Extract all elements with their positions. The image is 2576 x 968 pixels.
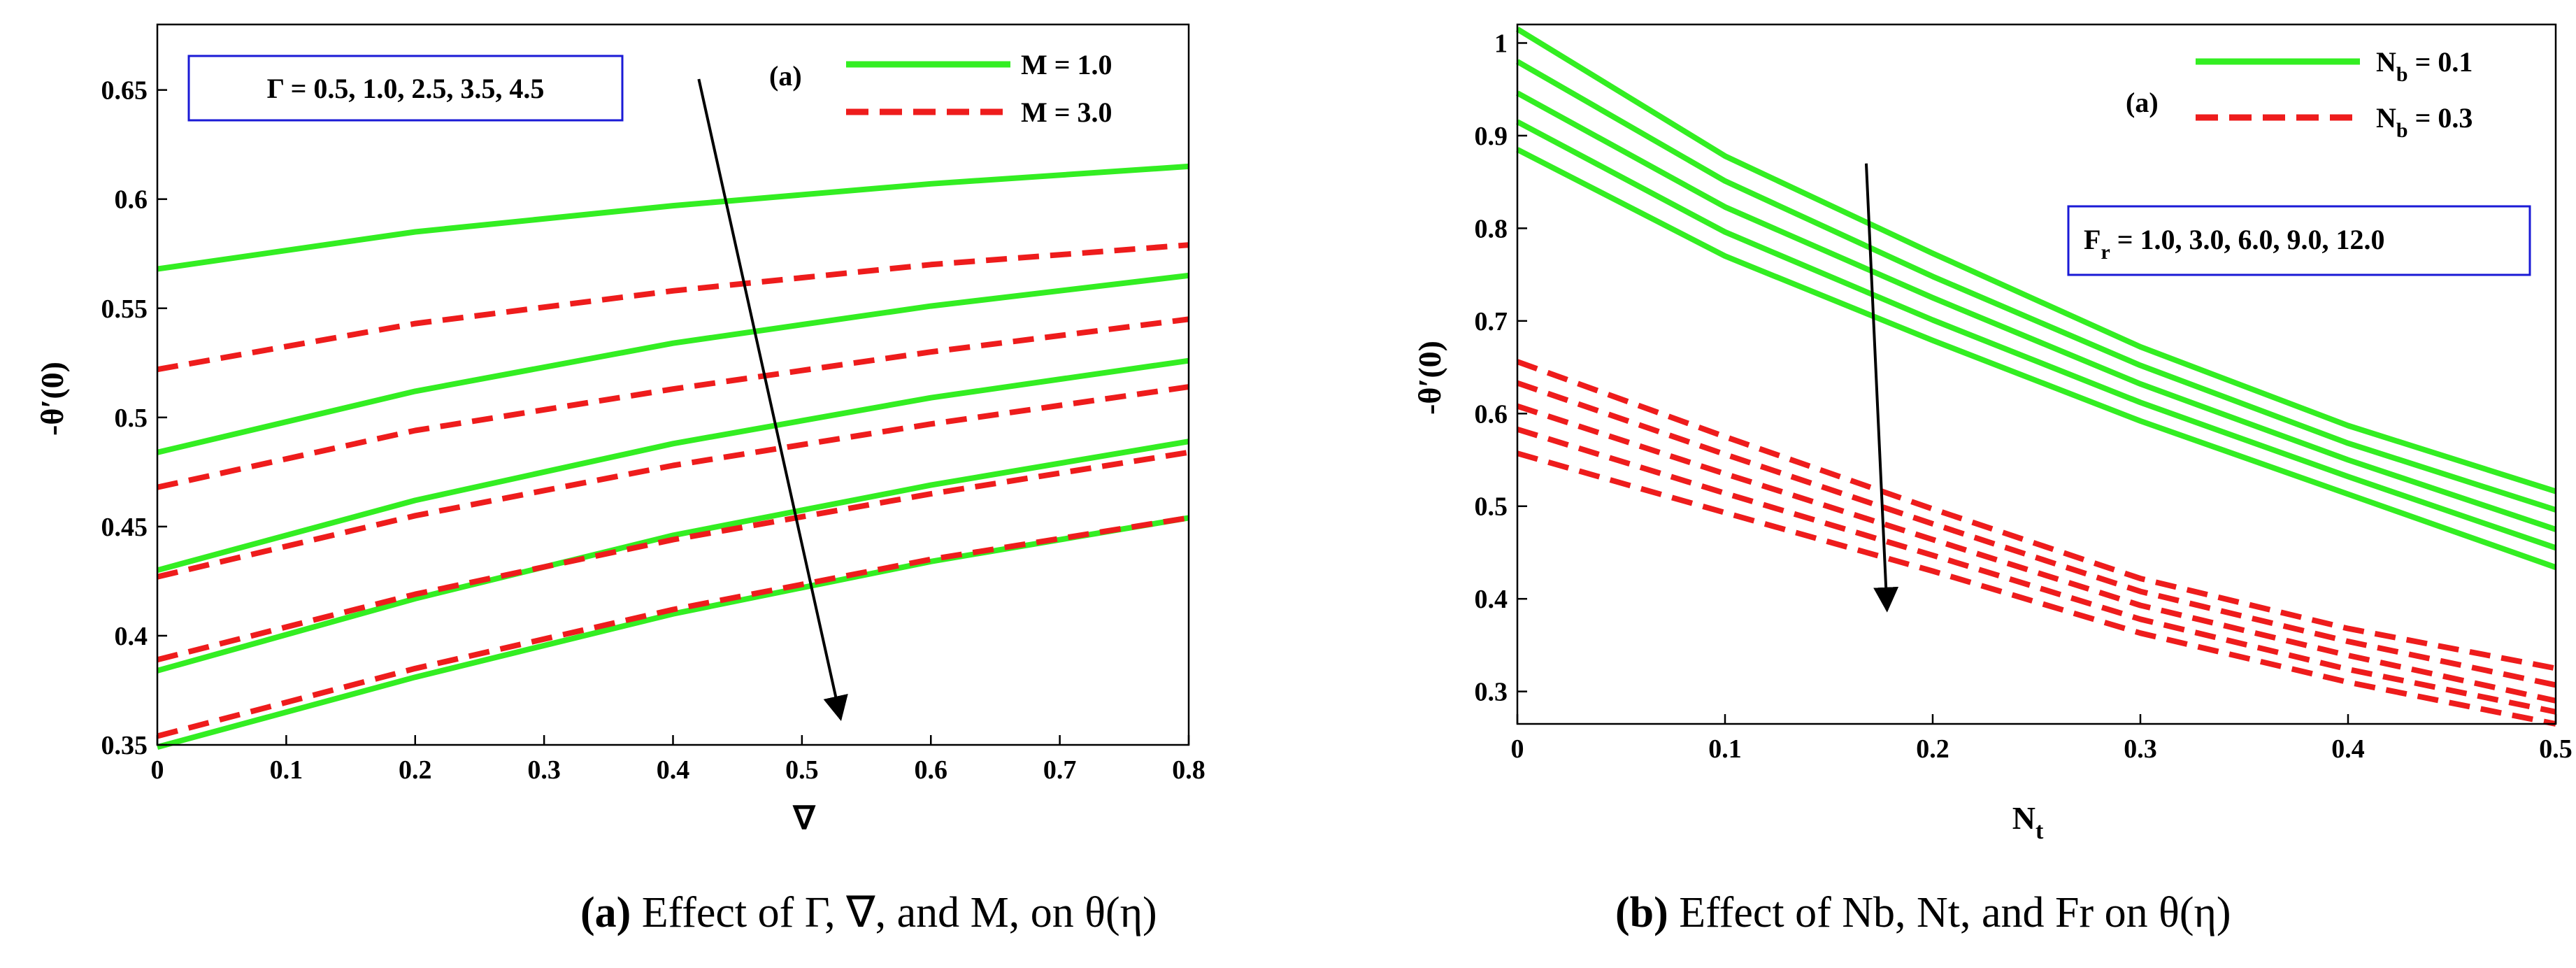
chart-a-series-line-5 [156, 515, 1189, 750]
chart-b-y-tick-label: 0.8 [1475, 214, 1508, 243]
chart-b-series-line-7 [1516, 380, 2556, 688]
chart-a-annotation-box [187, 55, 624, 122]
chart-a-y-tick-label: 0.5 [115, 404, 148, 433]
chart-a-x-tick-label: 0.3 [527, 755, 561, 785]
chart-b-x-tick-label: 0.1 [1708, 734, 1742, 764]
chart-b-x-tick-label: 0.3 [2124, 734, 2157, 764]
chart-b-caption: (b) Effect of Nb, Nt, and Fr on θ(η) [1615, 889, 2231, 937]
chart-a-y-axis-label: -θ′(0) [34, 362, 70, 436]
chart-a: 0 0.1 0.2 0.3 0.4 0.5 0.6 0.7 0.8 0.35 0.4 0.45 0.5 0… [34, 23, 1205, 937]
chart-b-series-line-3 [1516, 90, 2557, 532]
chart-a-series-line-7 [157, 316, 1189, 490]
chart-b-y-tick-label: 1 [1494, 29, 1508, 58]
chart-a-x-tick-label: 0.8 [1172, 755, 1205, 785]
chart-a-x-tick-label: 0.1 [270, 755, 303, 785]
chart-a-y-tick-label: 0.35 [101, 731, 148, 760]
chart-b-annotation-box [2067, 205, 2531, 276]
chart-a-y-tick-label: 0.4 [115, 622, 148, 651]
chart-b-series-line-6 [1516, 359, 2556, 671]
chart-a-x-tick-label: 0.6 [915, 755, 948, 785]
chart-b-y-tick-label: 0.5 [1475, 492, 1508, 522]
chart-b-annotation: Fr = 1.0, 3.0, 6.0, 9.0, 12.0 [2084, 224, 2385, 264]
chart-a-x-tick-label: 0.7 [1043, 755, 1077, 785]
chart-a-panel-tag: (a) [769, 60, 802, 92]
chart-b-plot-frame [1516, 23, 2557, 725]
chart-a-legend-label-1: M = 1.0 [1021, 49, 1112, 80]
chart-a-series-line-2 [157, 272, 1189, 455]
chart-b-legend-label-2: Nb = 0.3 [2376, 102, 2473, 142]
chart-a-y-tick-label: 0.6 [115, 185, 148, 215]
chart-a-caption: (a) Effect of Γ, ∇, and M, on θ(η) [580, 889, 1157, 937]
chart-a-series-line-10 [156, 515, 1189, 739]
chart-a-x-tick-label: 0.4 [657, 755, 690, 785]
chart-b-y-tick-label: 0.9 [1475, 122, 1508, 151]
chart-a-series-line-9 [157, 449, 1189, 663]
chart-b-series-line-10 [1516, 450, 2556, 727]
chart-b-panel-tag: (a) [2126, 87, 2159, 118]
chart-b-series-line-4 [1516, 119, 2557, 551]
chart-b-series-line-1 [1515, 27, 2557, 494]
chart-a-series-line-1 [157, 163, 1189, 272]
chart-b-ticks: 0 0.1 0.2 0.3 0.4 0.5 0.3 0.4 0.5 0.6 0.7 0.8 0.9 1 [1475, 29, 2573, 764]
chart-a-x-axis-label: ∇ [792, 800, 816, 836]
chart-b-series-line-8 [1516, 403, 2556, 704]
chart-b-x-tick-label: 0 [1511, 734, 1524, 764]
chart-a-x-tick-label: 0 [151, 755, 164, 785]
chart-a-x-tick-label: 0.5 [785, 755, 819, 785]
chart-a-y-tick-label: 0.45 [101, 513, 148, 542]
chart-a-x-tick-label: 0.2 [399, 755, 432, 785]
chart-a-y-tick-label: 0.65 [101, 76, 148, 106]
chart-b-series-line-5 [1516, 147, 2557, 570]
chart-b: 0 0.1 0.2 0.3 0.4 0.5 0.3 0.4 0.5 0.6 0.7 0.8 0.9 1 N… [1412, 23, 2573, 937]
chart-a-annotation: Γ = 0.5, 1.0, 2.5, 3.5, 4.5 [267, 73, 545, 104]
chart-b-y-tick-label: 0.6 [1475, 399, 1508, 429]
chart-b-trend-arrow [1864, 163, 1899, 613]
chart-b-x-tick-label: 0.5 [2539, 734, 2573, 764]
chart-a-series-line-8 [157, 384, 1189, 580]
chart-a-ticks: 0 0.1 0.2 0.3 0.4 0.5 0.6 0.7 0.8 0.35 0.4 0.45 0.5 0… [101, 76, 1205, 785]
chart-a-series-line-3 [156, 357, 1189, 574]
chart-a-trend-arrow [697, 78, 848, 722]
chart-a-series-line-4 [156, 439, 1189, 674]
chart-b-y-tick-label: 0.7 [1475, 307, 1508, 336]
chart-a-y-tick-label: 0.55 [101, 294, 148, 324]
chart-a-legend-label-2: M = 3.0 [1021, 97, 1112, 128]
chart-b-y-tick-label: 0.3 [1475, 678, 1508, 707]
chart-b-y-tick-label: 0.4 [1475, 585, 1508, 614]
chart-b-series-line-2 [1516, 59, 2557, 513]
chart-b-series-line-9 [1516, 426, 2556, 715]
chart-b-x-tick-label: 0.4 [2331, 734, 2365, 764]
chart-a-series-line-6 [157, 242, 1189, 373]
chart-b-x-tick-label: 0.2 [1916, 734, 1949, 764]
chart-b-x-axis-label: Nt [2012, 800, 2044, 844]
chart-a-series [156, 163, 1189, 750]
chart-b-series [1515, 27, 2557, 727]
chart-b-legend-label-1: Nb = 0.1 [2376, 46, 2473, 86]
chart-b-y-axis-label: -θ′(0) [1412, 341, 1447, 415]
